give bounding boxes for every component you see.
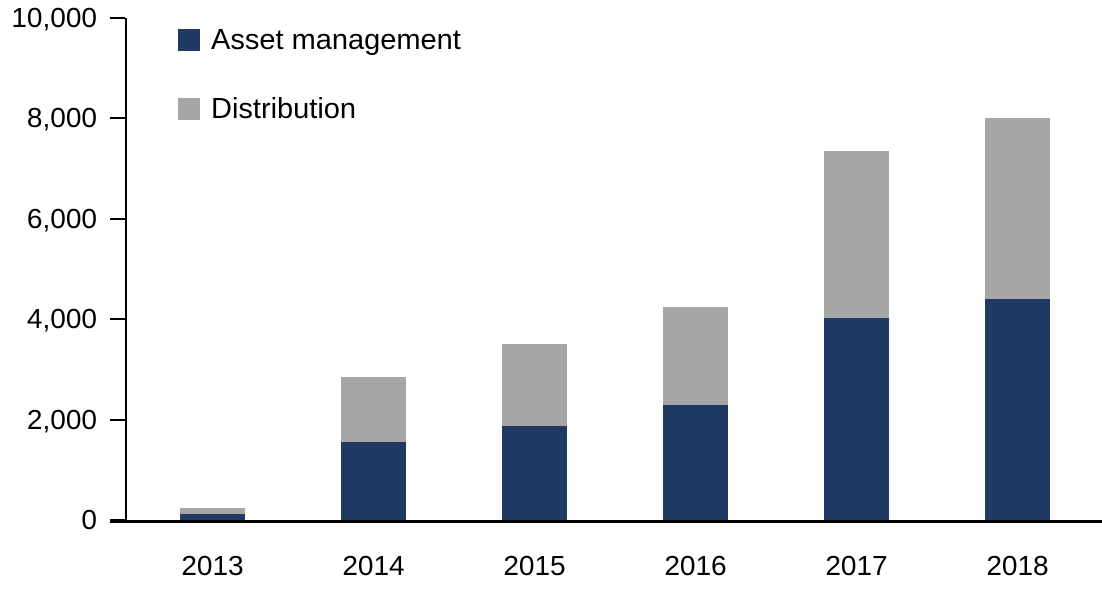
y-tick-label-6000: 6,000 <box>26 202 97 234</box>
bar-segment-distribution-2014 <box>341 376 406 443</box>
x-category-label-2014: 2014 <box>342 550 405 581</box>
y-tick-label-4000: 4,000 <box>26 303 97 335</box>
bar-segment-asset-management-2018 <box>985 299 1050 520</box>
bar-segment-asset-management-2013 <box>180 514 245 520</box>
y-axis-line <box>125 18 127 520</box>
legend-label-distribution: Distribution <box>211 93 357 125</box>
y-tick-10000 <box>110 17 125 19</box>
bar-segment-distribution-2018 <box>985 118 1050 300</box>
x-category-label-2013: 2013 <box>181 550 244 581</box>
y-tick-label-2000: 2,000 <box>26 403 97 435</box>
y-tick-label-8000: 8,000 <box>26 102 97 134</box>
legend-item-distribution: Distribution <box>178 93 461 125</box>
bar-segment-distribution-2017 <box>824 151 889 319</box>
legend-item-asset-management: Asset management <box>178 24 461 56</box>
y-tick-8000 <box>110 117 125 120</box>
bar-segment-asset-management-2016 <box>663 405 728 520</box>
bar-segment-distribution-2015 <box>502 344 567 427</box>
legend: Asset management Distribution <box>178 24 461 125</box>
bar-segment-asset-management-2017 <box>824 318 889 520</box>
y-tick-label-10000: 10,000 <box>11 2 97 33</box>
y-tick-4000 <box>110 318 125 321</box>
x-category-label-2018: 2018 <box>986 550 1049 581</box>
legend-label-asset-management: Asset management <box>211 24 461 56</box>
bar-segment-distribution-2016 <box>663 306 728 406</box>
y-tick-6000 <box>110 217 125 220</box>
y-tick-label-0: 0 <box>81 504 97 535</box>
x-category-label-2017: 2017 <box>825 550 888 581</box>
bar-segment-distribution-2013 <box>180 508 245 515</box>
bar-segment-asset-management-2014 <box>341 442 406 520</box>
x-category-label-2015: 2015 <box>503 550 566 581</box>
x-axis-line <box>110 520 1102 523</box>
x-category-label-2016: 2016 <box>664 550 727 581</box>
bar-segment-asset-management-2015 <box>502 426 567 520</box>
legend-swatch-asset-management <box>178 29 200 51</box>
legend-swatch-distribution <box>178 98 200 120</box>
y-tick-2000 <box>110 418 125 421</box>
